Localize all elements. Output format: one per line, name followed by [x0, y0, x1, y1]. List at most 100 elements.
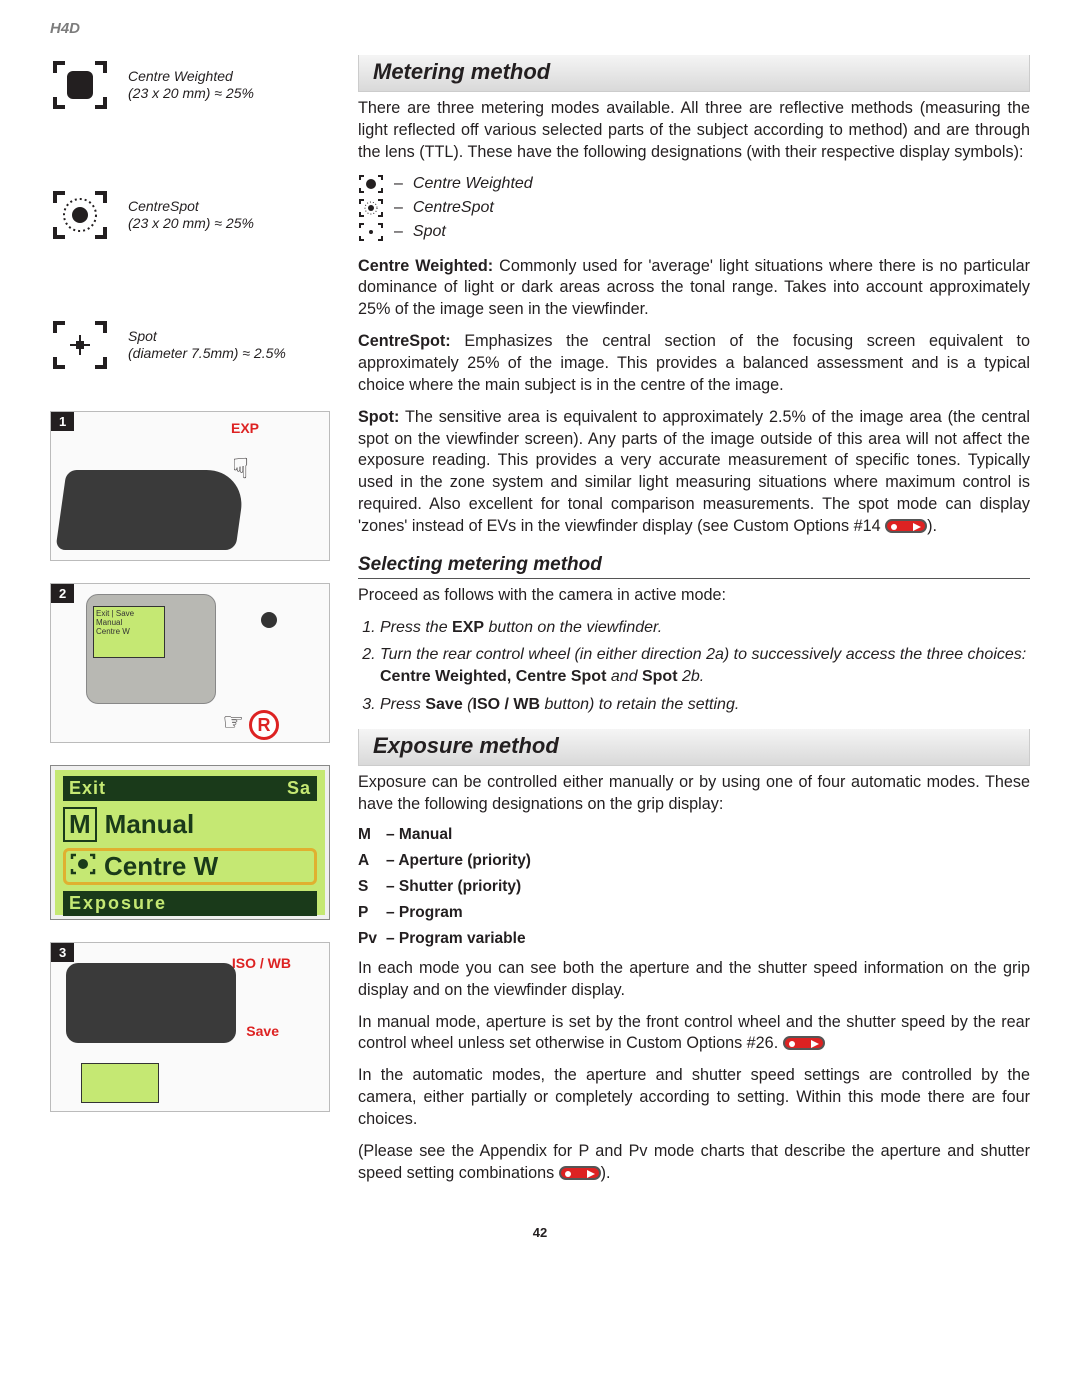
- mode-name: CentreSpot: [413, 199, 494, 217]
- mode-label: – Manual: [386, 826, 452, 843]
- spot-icon: [50, 315, 110, 375]
- lcd-m-icon: M: [63, 807, 97, 842]
- exp-label: EXP: [231, 420, 259, 436]
- lcd-line: Centre W: [96, 627, 162, 636]
- step-bold: EXP: [452, 619, 484, 636]
- icon-detail: (23 x 20 mm) ≈ 25%: [128, 85, 254, 101]
- mode-code: S: [358, 878, 386, 896]
- page-number: 42: [50, 1225, 1030, 1240]
- mode-line-cw: – Centre Weighted: [358, 174, 1030, 194]
- spot-small-icon: [358, 222, 384, 242]
- icon-label: CentreSpot (23 x 20 mm) ≈ 25%: [128, 198, 254, 233]
- icon-title: Centre Weighted: [128, 68, 233, 84]
- reference-pill-icon: [885, 519, 927, 533]
- exposure-intro: Exposure can be controlled either manual…: [358, 772, 1030, 816]
- step-text: Press: [380, 696, 425, 713]
- icon-title: CentreSpot: [128, 198, 199, 214]
- mode-name: Centre Weighted: [413, 175, 533, 193]
- centre-weighted-icon: [50, 55, 110, 115]
- exp-mode-p: P– Program: [358, 904, 1030, 922]
- dash: –: [394, 199, 403, 217]
- def-end: ).: [927, 517, 937, 535]
- step-3: Press Save (ISO / WB button) to retain t…: [380, 694, 1030, 716]
- icon-detail: (23 x 20 mm) ≈ 25%: [128, 215, 254, 231]
- lcd-cw-icon: [70, 851, 96, 882]
- p2-text: In manual mode, aperture is set by the f…: [358, 1013, 1030, 1053]
- step-text: button on the viewfinder.: [484, 619, 662, 636]
- def-title: Centre Weighted:: [358, 257, 493, 275]
- def-title: Spot:: [358, 408, 399, 426]
- lcd-line: Manual: [96, 618, 162, 627]
- def-cw: Centre Weighted: Commonly used for 'aver…: [358, 256, 1030, 322]
- metering-intro: There are three metering modes available…: [358, 98, 1030, 164]
- hand-pointer-icon: ☟: [232, 452, 249, 485]
- def-title: CentreSpot:: [358, 332, 451, 350]
- icon-detail: (diameter 7.5mm) ≈ 2.5%: [128, 345, 286, 361]
- step-bold: Save: [425, 696, 462, 713]
- reference-pill-icon: [783, 1036, 825, 1050]
- step-bold: ISO / WB: [473, 696, 541, 713]
- step-bold: Centre Weighted, Centre Spot: [380, 668, 606, 685]
- step-text: 2b.: [678, 668, 705, 685]
- left-column: Centre Weighted (23 x 20 mm) ≈ 25% Centr…: [50, 55, 330, 1195]
- step-2: Turn the rear control wheel (in either d…: [380, 644, 1030, 687]
- figure-3: 3 ISO / WB Save: [50, 942, 330, 1112]
- icon-label: Centre Weighted (23 x 20 mm) ≈ 25%: [128, 68, 254, 103]
- viewfinder-top-icon: [66, 963, 236, 1043]
- centre-spot-small-icon: [358, 198, 384, 218]
- mode-line-cs: – CentreSpot: [358, 198, 1030, 218]
- icon-title: Spot: [128, 328, 157, 344]
- mode-label: – Program: [386, 904, 463, 921]
- exp-mode-s: S– Shutter (priority): [358, 878, 1030, 896]
- mode-code: Pv: [358, 930, 386, 948]
- lcd-centre-label: Centre W: [104, 851, 218, 882]
- camera-lcd-icon: Exit | Save Manual Centre W: [93, 606, 165, 658]
- selecting-subhead: Selecting metering method: [358, 554, 1030, 579]
- hand-rotate-icon: ☞: [222, 708, 244, 737]
- exposure-p4: (Please see the Appendix for P and Pv mo…: [358, 1141, 1030, 1185]
- exposure-title: Exposure method: [358, 729, 1030, 766]
- mode-label: – Aperture (priority): [386, 852, 531, 869]
- icon-row-centre-spot: CentreSpot (23 x 20 mm) ≈ 25%: [50, 185, 330, 245]
- rear-wheel-badge: R: [249, 710, 279, 740]
- camera-lcd-small-icon: [81, 1063, 159, 1103]
- reference-pill-icon: [559, 1166, 601, 1180]
- dash: –: [394, 223, 403, 241]
- figure-2: 2 Exit | Save Manual Centre W ☞ R: [50, 583, 330, 743]
- step-text: Turn the rear control wheel (in either d…: [380, 646, 1026, 663]
- icon-label: Spot (diameter 7.5mm) ≈ 2.5%: [128, 328, 286, 363]
- dial-icon: [261, 612, 277, 628]
- def-body: The sensitive area is equivalent to appr…: [358, 408, 1030, 535]
- mode-label: – Program variable: [386, 930, 526, 947]
- exposure-p3: In the automatic modes, the aperture and…: [358, 1065, 1030, 1131]
- mode-name: Spot: [413, 223, 446, 241]
- figure-1: 1 EXP ☟: [50, 411, 330, 561]
- step-bold: Spot: [642, 668, 678, 685]
- definitions: Centre Weighted: Commonly used for 'aver…: [358, 256, 1030, 538]
- iso-wb-label: ISO / WB: [232, 955, 291, 971]
- step-text: (: [463, 696, 473, 713]
- save-label: Save: [246, 1023, 279, 1039]
- page-columns: Centre Weighted (23 x 20 mm) ≈ 25% Centr…: [50, 55, 1030, 1195]
- def-cs: CentreSpot: Emphasizes the central secti…: [358, 331, 1030, 397]
- exp-mode-m: M– Manual: [358, 826, 1030, 844]
- step-text: and: [606, 668, 642, 685]
- doc-header: H4D: [50, 20, 1030, 37]
- viewfinder-shape-icon: [55, 470, 246, 550]
- metering-title: Metering method: [358, 55, 1030, 92]
- exposure-p2: In manual mode, aperture is set by the f…: [358, 1012, 1030, 1056]
- steps-list: Press the EXP button on the viewfinder. …: [380, 617, 1030, 715]
- step-text: button) to retain the setting.: [540, 696, 739, 713]
- step-1: Press the EXP button on the viewfinder.: [380, 617, 1030, 639]
- lcd-save: Sa: [287, 778, 311, 799]
- lcd-line: Exit | Save: [96, 609, 162, 618]
- lcd-manual-label: Manual: [105, 809, 195, 840]
- centre-weighted-small-icon: [358, 174, 384, 194]
- exp-mode-a: A– Aperture (priority): [358, 852, 1030, 870]
- icon-row-spot: Spot (diameter 7.5mm) ≈ 2.5%: [50, 315, 330, 375]
- mode-code: A: [358, 852, 386, 870]
- selecting-intro: Proceed as follows with the camera in ac…: [358, 585, 1030, 607]
- p4-end: ).: [601, 1164, 611, 1182]
- exp-mode-pv: Pv– Program variable: [358, 930, 1030, 948]
- exposure-mode-list: M– Manual A– Aperture (priority) S– Shut…: [358, 826, 1030, 948]
